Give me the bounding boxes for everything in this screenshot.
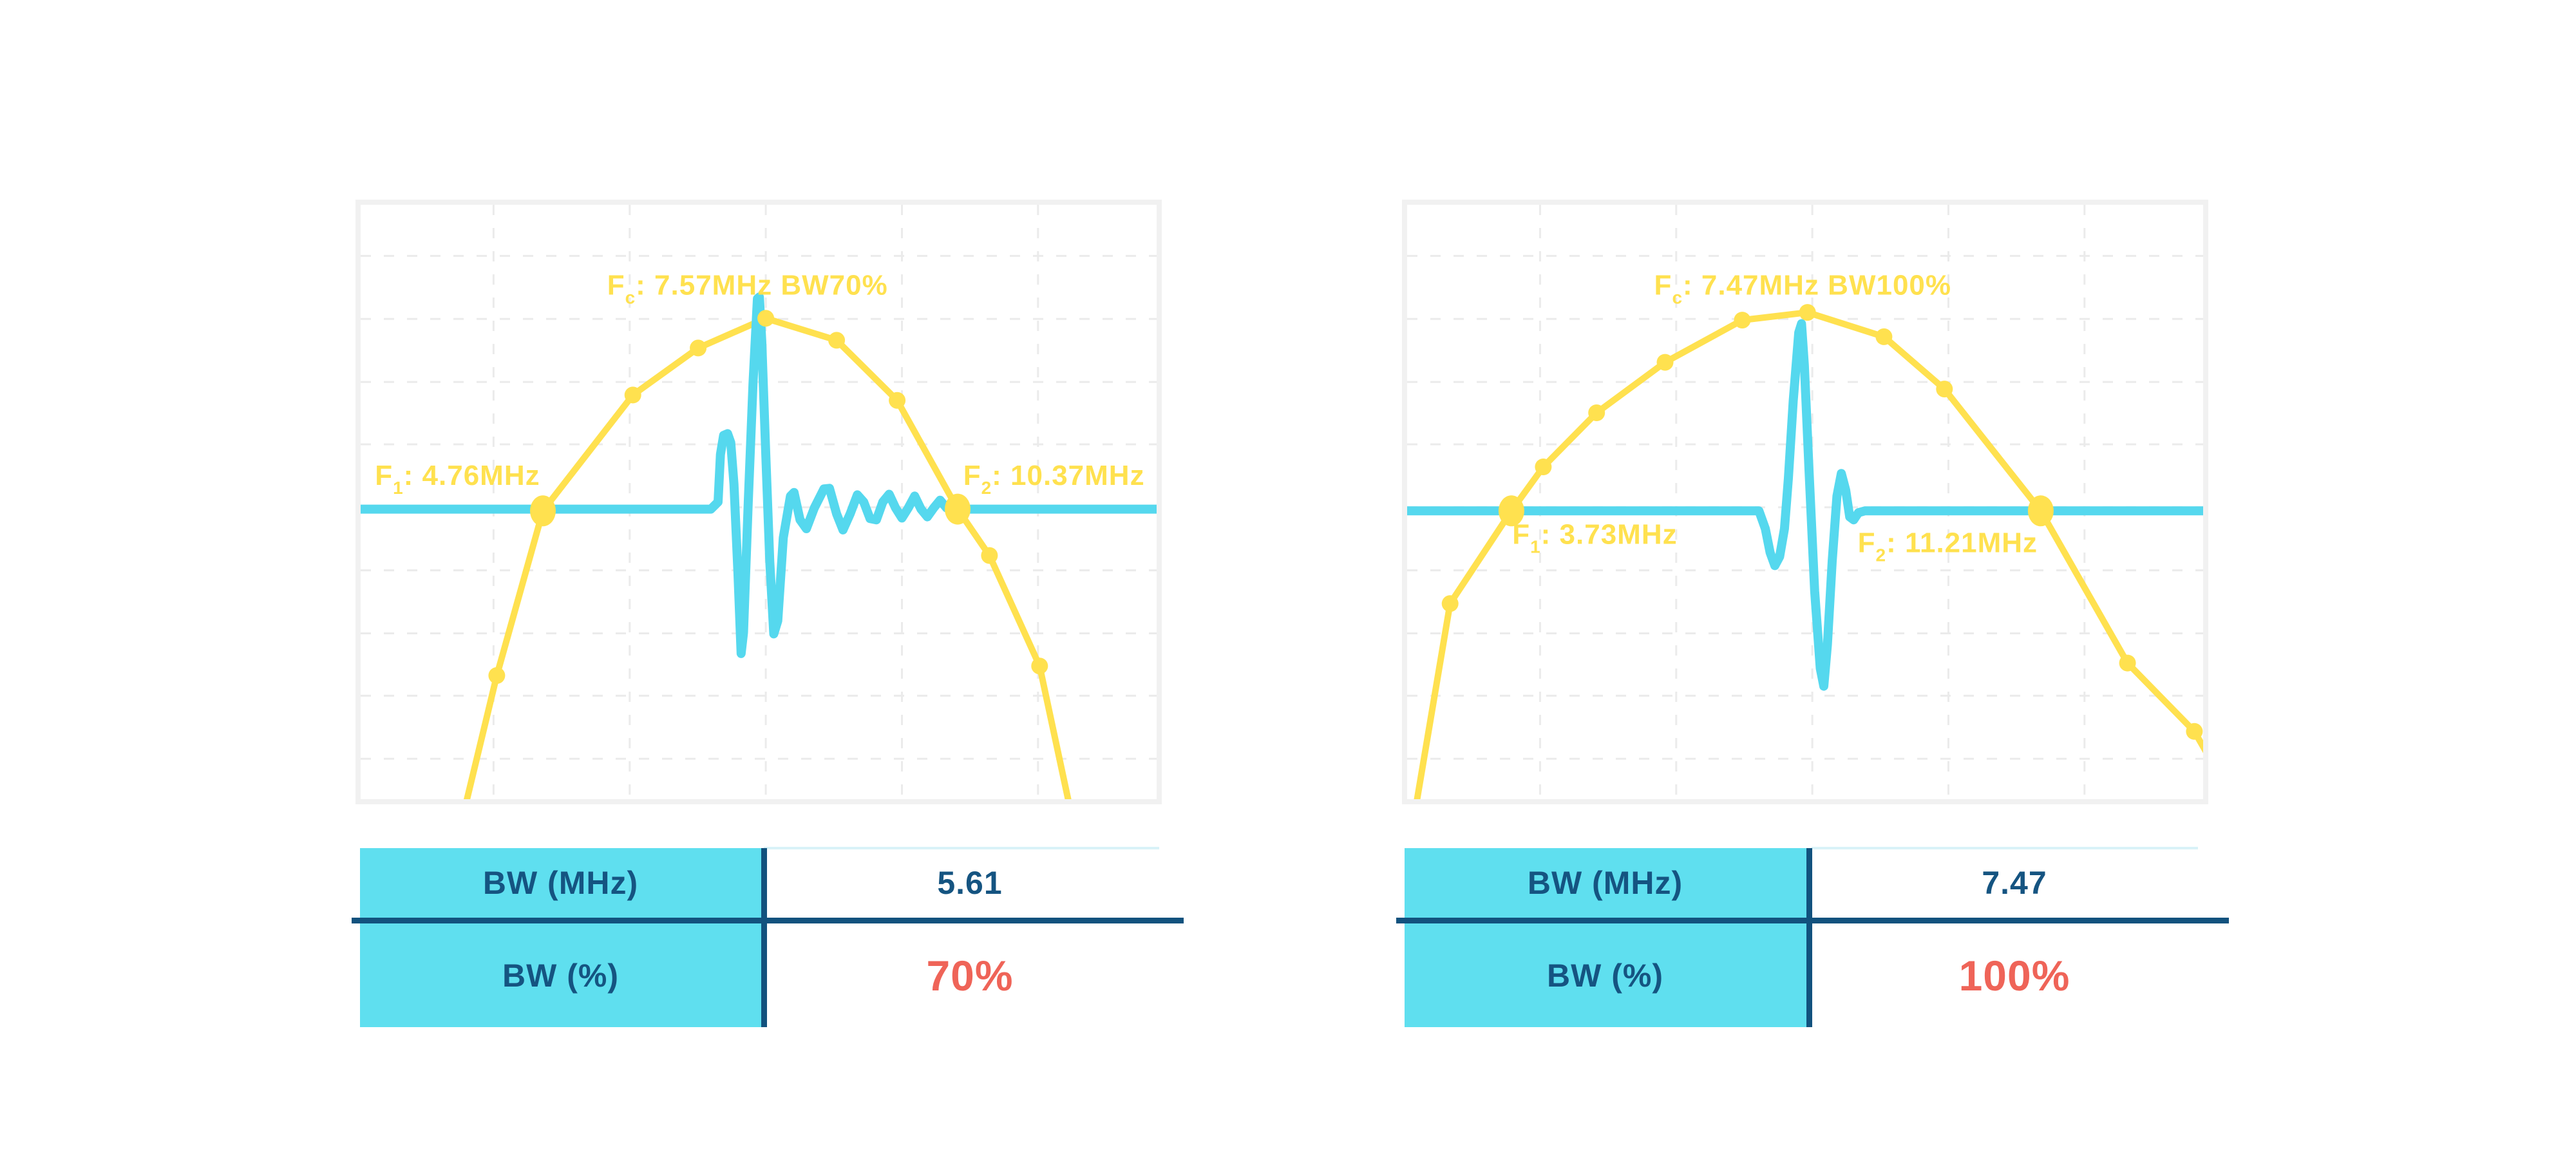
data-point-dot (1875, 328, 1893, 345)
chart-panel-bw100: Fc: 7.47MHz BW100% F1: 3.73MHz F2: 11.21MH… (1402, 200, 2208, 808)
data-point-dot (889, 392, 906, 409)
data-point-dot (1734, 312, 1751, 329)
fc-label: Fc: 7.57MHz BW70% (607, 270, 888, 308)
cutoff-frequency-dot (2027, 495, 2054, 527)
plot-border (1402, 200, 2208, 804)
cutoff-frequency-dot (945, 493, 971, 525)
data-point-dot (690, 339, 707, 357)
data-point-dot (624, 386, 641, 404)
spectrum-markers (1441, 304, 2203, 740)
f2-label: F2: 10.37MHz (963, 460, 1145, 498)
chart-canvas-bw70: Fc: 7.57MHz BW70% F1: 4.76MHz F2: 10.37MHz (355, 200, 1162, 804)
bw-pct-value: 100% (1958, 951, 2070, 999)
data-point-dot (2186, 723, 2203, 740)
bw-mhz-value: 5.61 (937, 865, 1003, 901)
fc-label: Fc: 7.47MHz BW100% (1654, 270, 1951, 308)
gridlines (361, 205, 1157, 799)
chart-canvas-bw100: Fc: 7.47MHz BW100% F1: 3.73MHz F2: 11.21MH… (1402, 200, 2208, 804)
data-point-dot (1588, 404, 1605, 421)
pulse-echo-waveform-line (361, 292, 1157, 658)
frequency-spectrum-line (464, 315, 1072, 799)
table-row-divider (1396, 918, 2229, 923)
data-point-dot (1656, 354, 1674, 371)
data-point-dot (1031, 657, 1048, 675)
bw-pct-value: 70% (926, 951, 1014, 999)
f1-label: F1: 3.73MHz (1512, 518, 1677, 556)
table-column-divider (1806, 848, 1812, 1027)
data-point-dot (757, 310, 775, 327)
bw-pct-label: BW (%) (502, 957, 619, 994)
data-point-dot (2119, 654, 2136, 672)
f2-label: F2: 11.21MHz (1858, 527, 2038, 565)
table-row-divider (352, 918, 1184, 923)
bw-mhz-label: BW (MHz) (1527, 865, 1683, 901)
data-point-dot (1799, 304, 1816, 321)
chart-panel-bw70: Fc: 7.57MHz BW70% F1: 4.76MHz F2: 10.37MHz (355, 200, 1162, 808)
cutoff-frequency-dot (1498, 495, 1524, 527)
data-point-dot (828, 332, 846, 349)
data-point-dot (1441, 595, 1459, 612)
bw-pct-label: BW (%) (1547, 957, 1663, 994)
table-top-divider (764, 847, 1159, 849)
bw-table-right: BW (MHz) 7.47 BW (%) 100% (1396, 847, 2229, 1028)
data-point-dot (488, 667, 506, 684)
data-point-dot (1936, 381, 1953, 398)
pulse-echo-waveform-line (1407, 319, 2203, 691)
bw-mhz-value: 7.47 (1982, 865, 2047, 901)
f1-label: F1: 4.76MHz (375, 460, 540, 498)
table-header-background (360, 848, 764, 1027)
bw-table-left: BW (MHz) 5.61 BW (%) 70% (352, 847, 1184, 1028)
spectrum-markers (488, 310, 1048, 684)
table-top-divider (1812, 847, 2198, 849)
table-header-background (1405, 848, 1809, 1027)
data-point-dot (981, 547, 998, 564)
table-column-divider (761, 848, 767, 1027)
bw-mhz-label: BW (MHz) (482, 865, 639, 901)
data-point-dot (1535, 459, 1552, 475)
cutoff-frequency-dot (530, 495, 556, 527)
